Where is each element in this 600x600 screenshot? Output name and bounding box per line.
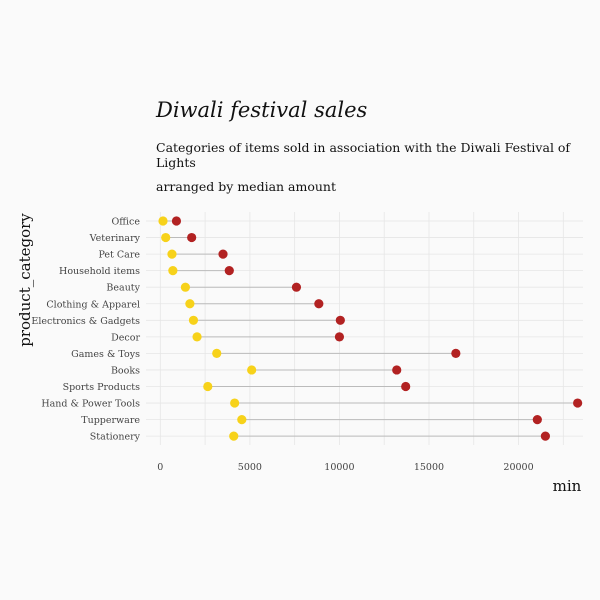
max-point — [334, 332, 345, 342]
y-tick-label: Pet Care — [98, 250, 140, 261]
min-point — [180, 282, 191, 292]
max-point — [187, 232, 197, 243]
y-tick-label: Beauty — [106, 283, 140, 294]
y-tick-label: Household items — [59, 266, 140, 277]
y-tick-label: Games & Toys — [71, 349, 140, 360]
x-tick-label: 0 — [157, 462, 163, 473]
x-tick-label: 10000 — [324, 462, 354, 473]
y-tick-label: Electronics & Gadgets — [31, 316, 140, 327]
max-point — [224, 266, 234, 276]
min-point — [188, 315, 199, 325]
min-point — [230, 398, 240, 408]
min-point — [185, 299, 195, 309]
max-point — [532, 415, 542, 425]
max-point — [392, 365, 402, 375]
x-tick-label: 5000 — [238, 462, 262, 473]
points — [158, 216, 583, 441]
chart-subtitle: Categories of items sold in association … — [156, 140, 571, 170]
min-point — [167, 249, 177, 259]
max-point — [451, 348, 461, 358]
chart-subtitle-2: arranged by median amount — [156, 179, 336, 194]
max-point — [314, 299, 324, 309]
segments — [163, 220, 578, 437]
min-point — [229, 431, 239, 441]
min-point — [203, 381, 213, 392]
x-axis-title: min — [553, 477, 582, 495]
min-point — [237, 415, 247, 425]
y-axis-title: product_category — [16, 213, 34, 347]
y-tick-label: Books — [111, 365, 140, 376]
max-point — [171, 216, 182, 226]
min-point — [212, 348, 222, 358]
y-tick-label: Hand & Power Tools — [41, 399, 140, 410]
max-point — [335, 315, 345, 325]
max-point — [540, 431, 550, 441]
y-tick-label: Veterinary — [89, 233, 141, 244]
max-point — [218, 249, 228, 259]
max-point — [291, 282, 302, 292]
chart-title: Diwali festival sales — [156, 98, 368, 122]
min-point — [192, 332, 202, 342]
y-tick-label: Clothing & Apparel — [46, 299, 140, 310]
min-point — [247, 365, 257, 375]
x-tick-label: 15000 — [414, 462, 444, 473]
y-tick-label: Sports Products — [63, 382, 141, 393]
x-tick-label: 20000 — [503, 462, 533, 473]
grid-lines — [146, 212, 583, 445]
y-tick-label: Tupperware — [81, 415, 140, 426]
min-point — [168, 266, 178, 276]
max-point — [573, 398, 583, 408]
y-tick-label: Stationery — [90, 432, 141, 443]
y-tick-labels: Office Veterinary Pet Care Household items B… — [31, 217, 140, 443]
y-tick-label: Decor — [111, 332, 140, 343]
y-tick-label: Office — [111, 217, 140, 228]
max-point — [401, 381, 411, 392]
min-point — [158, 216, 168, 226]
x-tick-labels: 0 5000 10000 15000 20000 — [157, 462, 533, 473]
min-point — [161, 232, 171, 243]
